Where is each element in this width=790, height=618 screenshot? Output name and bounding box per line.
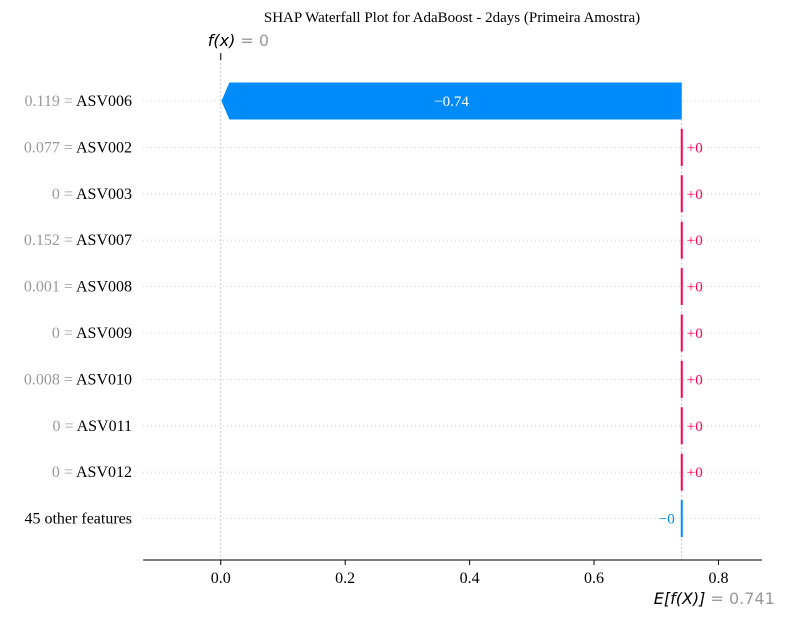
fx-symbol: f(x): [208, 31, 236, 50]
bar-value-label: −0: [659, 512, 675, 528]
bar-asv006: [221, 82, 682, 120]
feature-name: ASV008: [76, 279, 132, 296]
bar-value-label: +0: [687, 465, 703, 481]
x-tick-label: 0.4: [460, 570, 480, 587]
feature-name: ASV002: [76, 139, 132, 156]
bar-value-label: +0: [687, 187, 703, 203]
feature-labels: −0.74 0.119 = ASV006 +0 0.077 = ASV002 +0 0 =…: [24, 93, 703, 528]
bar-value-label: +0: [687, 419, 703, 435]
bar-value-label: +0: [687, 140, 703, 156]
feature-value: 0.119 =: [24, 93, 76, 110]
feature-label: 0 = ASV009: [52, 325, 132, 342]
efx-value: = 0.741: [705, 589, 774, 608]
fx-label: f(x) = 0: [208, 31, 269, 50]
grid-lines: [143, 100, 762, 519]
x-tick-label: 0.2: [335, 570, 355, 587]
feature-label: 45 other features: [24, 511, 132, 528]
feature-value: 0.008 =: [24, 371, 76, 388]
feature-value: 0.077 =: [24, 139, 76, 156]
feature-value: 0 =: [52, 325, 76, 342]
x-tick-label: 0.0: [211, 570, 231, 587]
feature-value: 0 =: [52, 464, 76, 481]
feature-name: ASV010: [76, 371, 132, 388]
feature-name: 45 other features: [24, 511, 132, 528]
feature-label: 0 = ASV003: [52, 186, 132, 203]
x-tick-label: 0.8: [708, 570, 728, 587]
feature-name: ASV003: [76, 186, 132, 203]
bar-value-label: +0: [687, 326, 703, 342]
feature-value: 0 =: [52, 418, 76, 435]
feature-label: 0.008 = ASV010: [24, 371, 132, 388]
bar-value-label: +0: [687, 372, 703, 388]
feature-label: 0.119 = ASV006: [24, 93, 132, 110]
feature-value: 0.152 =: [24, 232, 76, 249]
efx-label: E[f(X)] = 0.741: [654, 589, 775, 608]
x-tick-label: 0.6: [584, 570, 604, 587]
feature-label: 0 = ASV011: [52, 418, 132, 435]
bar-value-label: +0: [687, 233, 703, 249]
feature-name: ASV011: [77, 418, 132, 435]
feature-name: ASV006: [76, 93, 132, 110]
bar-value-label: +0: [687, 280, 703, 296]
bars: [221, 82, 683, 538]
efx-symbol: E[f(X)]: [654, 589, 706, 608]
fx-value: = 0: [235, 31, 269, 50]
feature-value: 0.001 =: [24, 279, 76, 296]
feature-label: 0.001 = ASV008: [24, 279, 132, 296]
feature-value: 0 =: [52, 186, 76, 203]
efx-annotation: E[f(X)] = 0.741: [654, 589, 775, 608]
feature-label: 0 = ASV012: [52, 464, 132, 481]
feature-label: 0.077 = ASV002: [24, 139, 132, 156]
feature-name: ASV012: [76, 464, 132, 481]
x-axis: 0.0 0.2 0.4 0.6 0.8: [143, 559, 762, 587]
chart-title: SHAP Waterfall Plot for AdaBoost - 2days…: [264, 10, 640, 26]
fx-annotation: f(x) = 0: [208, 31, 269, 60]
bar-value-label: −0.74: [434, 94, 469, 110]
feature-label: 0.152 = ASV007: [24, 232, 132, 249]
feature-name: ASV009: [76, 325, 132, 342]
feature-name: ASV007: [76, 232, 132, 249]
reference-lines: [220, 55, 683, 560]
